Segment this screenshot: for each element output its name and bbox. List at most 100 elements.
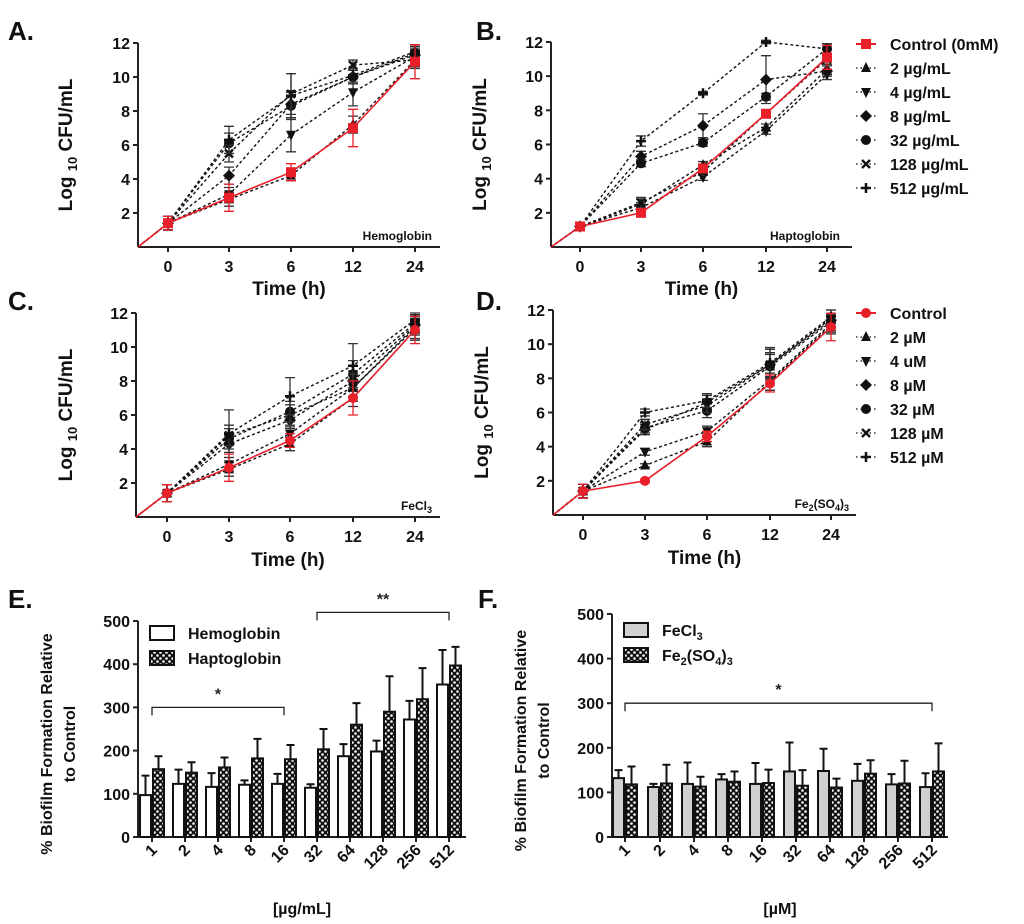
legend-label: 2 µM	[890, 330, 926, 347]
legend-item-8-ug-ml: 8 µg/mL	[856, 109, 951, 126]
error-bar	[306, 783, 315, 788]
x-tick-label: 256	[876, 842, 907, 873]
data-point	[702, 395, 712, 406]
y-axis-label-subscript: 10	[479, 156, 494, 170]
series-128-ug-ml	[550, 53, 832, 248]
series-line	[552, 326, 832, 516]
x-axis-label: [µM]	[763, 901, 796, 918]
series-line	[552, 324, 832, 516]
data-point	[163, 218, 173, 229]
y-tick-label: 12	[527, 303, 545, 320]
error-bar	[696, 775, 705, 787]
series-fecl3	[612, 741, 932, 839]
data-point	[640, 419, 650, 430]
series-line	[552, 316, 832, 516]
panel-annotation: FeCl3	[401, 499, 432, 515]
x-axis-label: Time (h)	[665, 279, 739, 300]
x-tick-label: 64	[814, 842, 839, 867]
series-line	[137, 55, 416, 248]
y-tick-label: 6	[534, 138, 543, 155]
x-tick-label: 12	[761, 527, 779, 544]
error-bar	[887, 773, 896, 785]
annotation-part: Haptoglobin	[770, 229, 840, 243]
series-line	[552, 321, 832, 516]
significance-bracket: *	[624, 682, 933, 712]
legend-text: Fe	[662, 648, 681, 665]
y-axis-label-line1: % Biofilm Formation Relative	[39, 633, 56, 854]
legend-marker-circle-icon	[861, 404, 871, 414]
x-axis-label: [µg/mL]	[273, 901, 331, 918]
bar	[337, 755, 350, 838]
y-axis-label-line1: % Biofilm Formation Relative	[513, 630, 530, 851]
bar	[612, 777, 625, 838]
legend-item-4-ug-ml: 4 µg/mL	[856, 85, 951, 102]
error-bar	[451, 645, 460, 666]
data-point	[765, 378, 775, 389]
y-tick-label: 8	[119, 374, 128, 391]
legend-marker-square-icon	[861, 39, 871, 49]
y-tick-label: 4	[119, 442, 128, 459]
data-point	[348, 70, 358, 81]
legend-marker-plus-icon	[861, 183, 871, 193]
legend-item-fecl3: FeCl3	[623, 622, 703, 643]
legend-text: (SO	[687, 648, 715, 665]
error-bar	[764, 768, 773, 784]
bar	[152, 768, 165, 839]
y-tick-label: 8	[534, 103, 543, 120]
bar	[416, 698, 429, 839]
series-line	[550, 48, 828, 248]
y-axis-label-line2: to Control	[62, 706, 79, 782]
legend-swatch-icon	[623, 622, 649, 638]
error-bar	[319, 728, 328, 750]
bar	[660, 782, 673, 838]
x-tick-label: 2	[651, 842, 669, 860]
annotation-sub: 3	[844, 503, 849, 513]
y-tick-label: 8	[536, 371, 545, 388]
x-tick-label: 2	[176, 842, 194, 860]
x-tick-label: 4	[685, 842, 703, 860]
data-point	[578, 486, 588, 497]
y-tick-label: 12	[110, 306, 128, 323]
x-tick-label: 24	[818, 259, 836, 276]
legend: Control (0mM) 2 µg/mL 4 µg/mL 8 µg/mL 32 µg/…	[856, 37, 998, 198]
series-128-um	[135, 315, 420, 518]
data-point	[286, 167, 296, 178]
series-line	[135, 319, 416, 518]
data-point	[224, 428, 234, 439]
y-axis-label-line2: to Control	[536, 702, 553, 778]
y-axis-label: Log 10 CFU/mL	[56, 348, 80, 481]
x-tick-label: 0	[576, 259, 585, 276]
x-tick-label: 1	[616, 842, 634, 860]
x-tick-label: 4	[209, 842, 227, 860]
data-point	[285, 435, 295, 446]
series-control	[552, 312, 836, 516]
legend: Control 2 µM 4 uM 8 µM 32 µM 128 µM 512 µM	[856, 306, 947, 467]
bar	[728, 780, 741, 838]
legend-label: 4 uM	[890, 354, 926, 371]
series-haptoglobin	[152, 645, 462, 839]
y-axis-label: Log 10 CFU/mL	[56, 78, 80, 211]
x-tick-label: 24	[406, 529, 424, 546]
legend-marker-plus-icon	[861, 452, 871, 462]
data-point	[698, 163, 708, 174]
error-bar	[649, 782, 658, 788]
x-tick-label: 3	[225, 529, 234, 546]
error-bar	[273, 772, 282, 784]
data-point	[285, 391, 295, 402]
x-tick-label: 3	[637, 259, 646, 276]
error-bar	[141, 774, 150, 796]
legend-label: 32 µg/mL	[890, 133, 960, 150]
y-tick-label: 6	[119, 408, 128, 425]
series-512-um	[552, 309, 836, 516]
y-tick-label: 500	[103, 614, 130, 631]
x-tick-label: 32	[780, 842, 805, 867]
y-tick-label: 0	[595, 830, 604, 847]
panel-label-d: D.	[476, 286, 502, 316]
data-point	[640, 459, 650, 470]
series-control-0mm	[550, 44, 832, 248]
bar	[851, 779, 864, 839]
